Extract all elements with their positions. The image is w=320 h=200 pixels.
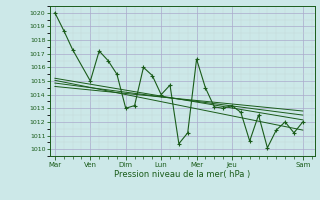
X-axis label: Pression niveau de la mer( hPa ): Pression niveau de la mer( hPa )	[114, 170, 251, 179]
